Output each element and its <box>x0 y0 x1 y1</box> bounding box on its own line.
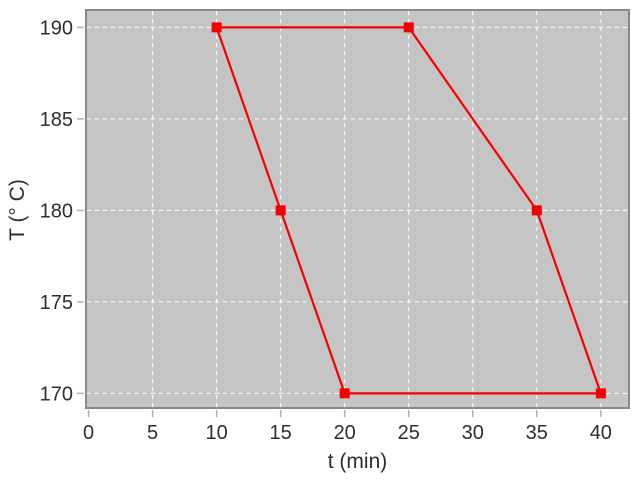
y-axis-title: T (° C) <box>6 179 29 241</box>
x-tick-label: 30 <box>462 422 484 444</box>
plot-border <box>85 9 630 409</box>
x-tick-label: 10 <box>206 422 228 444</box>
x-tick-label: 0 <box>83 422 94 444</box>
data-point-marker <box>595 388 606 399</box>
x-tick-label: 20 <box>334 422 356 444</box>
data-point-marker <box>211 22 222 33</box>
y-tick-label: 185 <box>40 109 73 131</box>
y-tick-label: 170 <box>40 383 73 405</box>
data-point-marker <box>339 388 350 399</box>
plot-area <box>86 10 629 408</box>
y-tick-label: 190 <box>40 17 73 39</box>
data-point-marker <box>275 205 286 216</box>
x-tick-label: 35 <box>526 422 548 444</box>
x-tick-label: 40 <box>590 422 612 444</box>
x-tick-label: 15 <box>270 422 292 444</box>
x-axis-title: t (min) <box>327 450 388 473</box>
x-tick-label: 25 <box>398 422 420 444</box>
data-point-marker <box>403 22 414 33</box>
y-tick-label: 175 <box>40 292 73 314</box>
data-point-marker <box>531 205 542 216</box>
x-tick-label: 5 <box>147 422 158 444</box>
y-tick-label: 180 <box>40 200 73 222</box>
